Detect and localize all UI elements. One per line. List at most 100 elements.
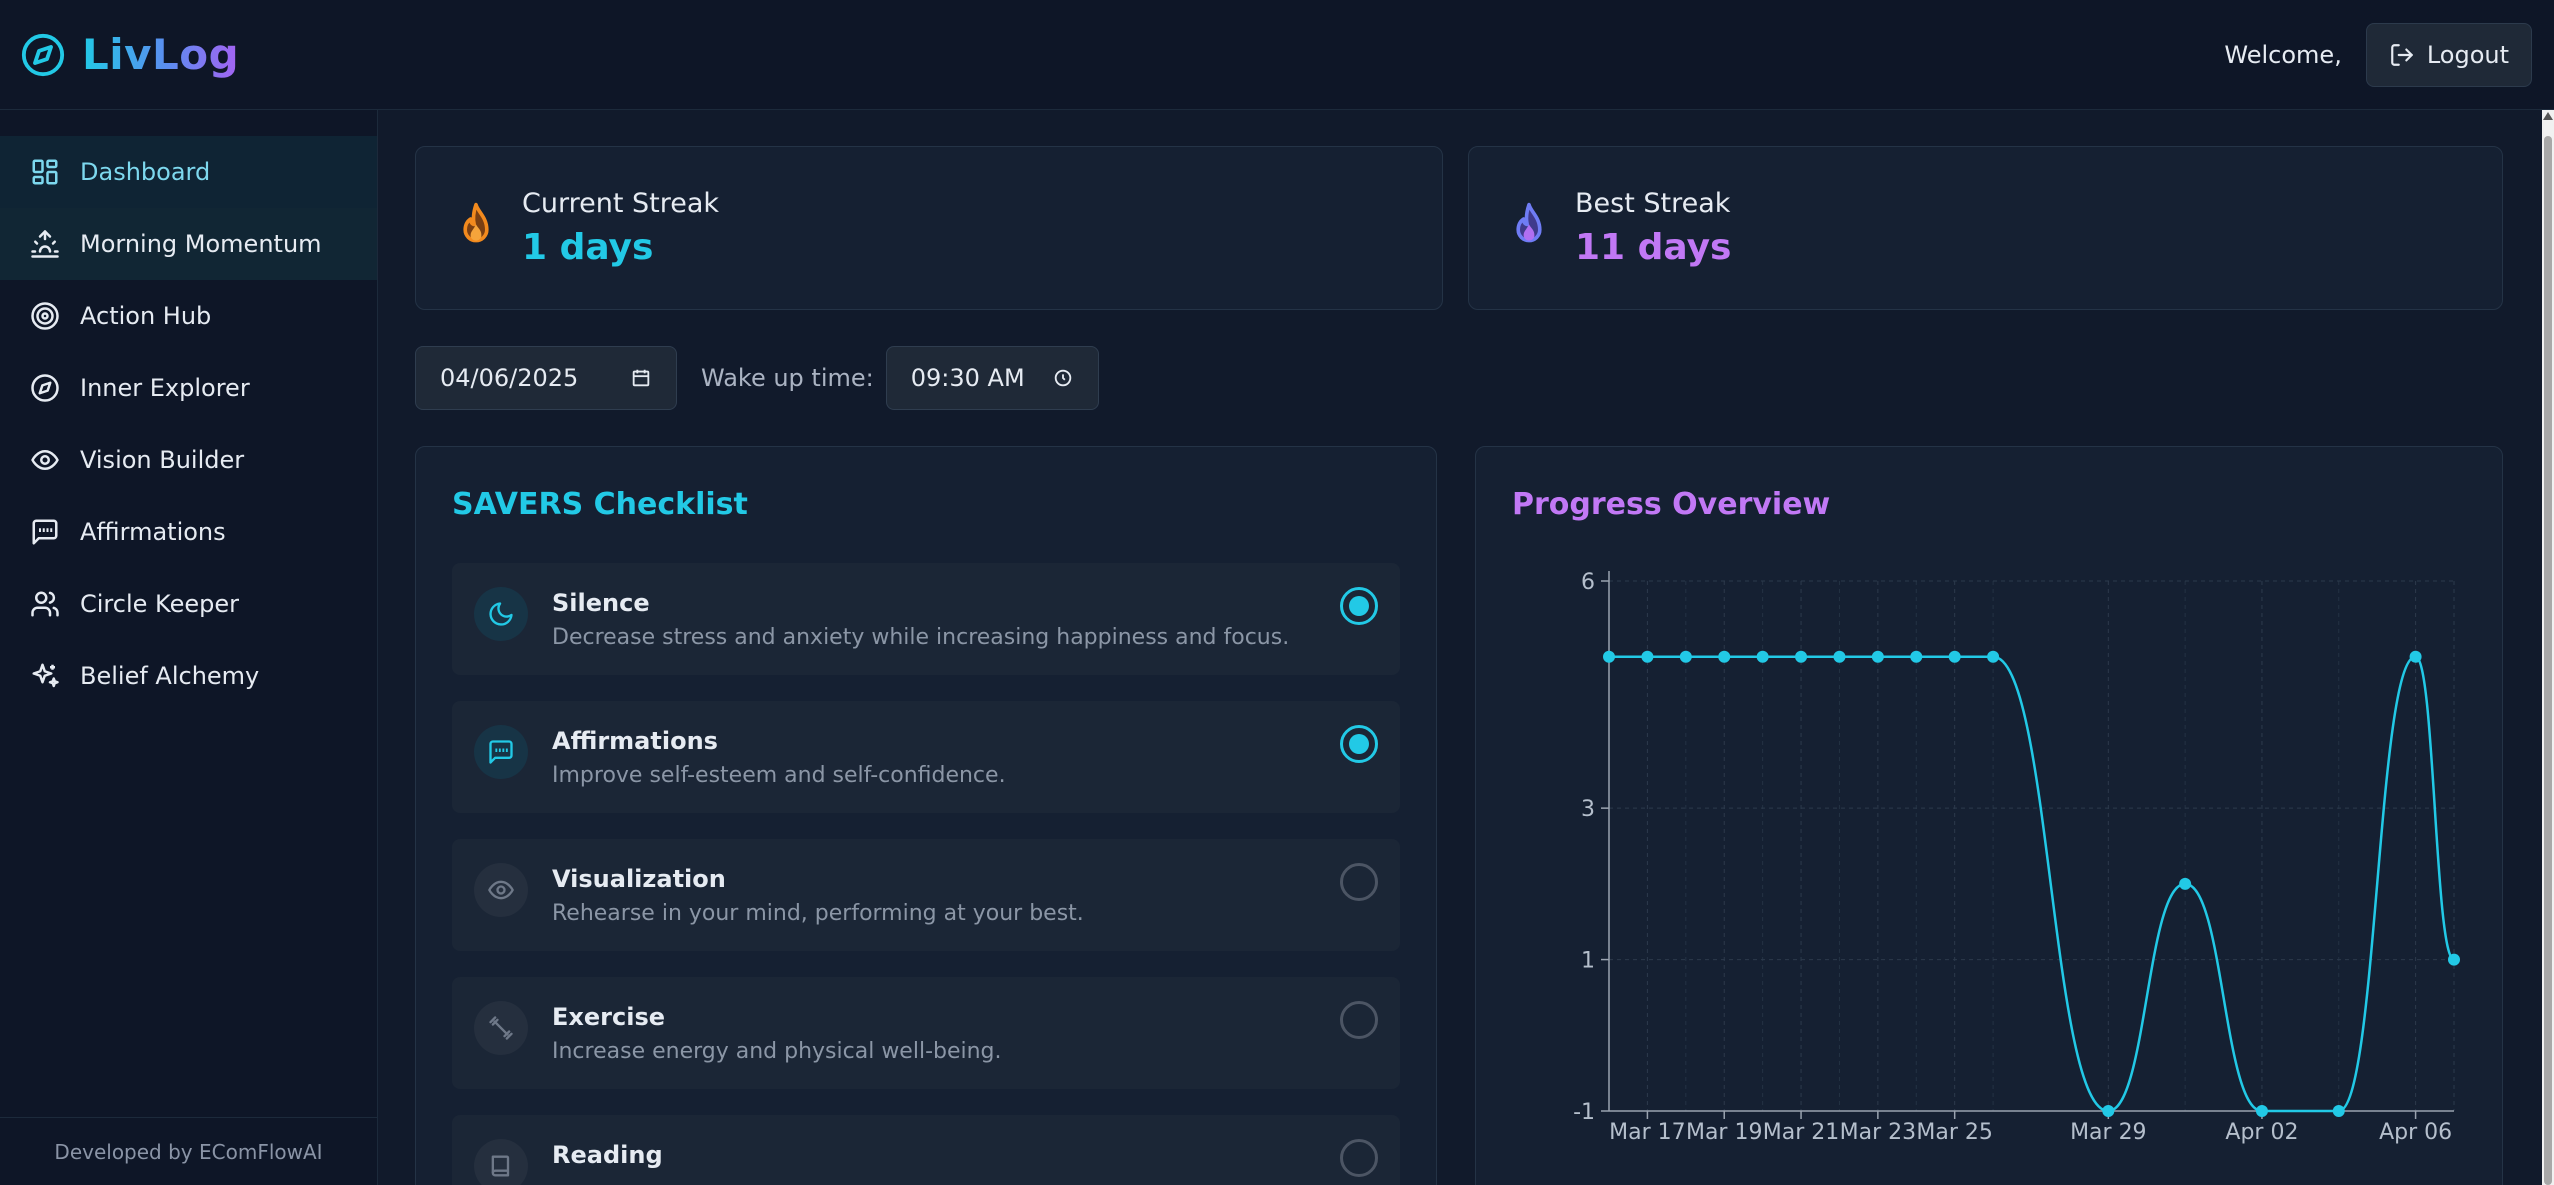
- data-point: [1756, 650, 1769, 663]
- wake-up-label: Wake up time:: [701, 364, 874, 392]
- flame-icon: [1516, 202, 1542, 243]
- clock-icon[interactable]: [1052, 367, 1074, 389]
- checklist-item-title: Silence: [552, 589, 650, 617]
- sidebar-item-label: Inner Explorer: [80, 374, 250, 402]
- scrollbar[interactable]: [2542, 110, 2554, 1185]
- data-point: [1603, 650, 1615, 663]
- data-point: [2448, 953, 2460, 966]
- checklist-item-title: Affirmations: [552, 727, 718, 755]
- sidebar-item-dashboard[interactable]: Dashboard: [0, 136, 377, 208]
- eye-icon: [31, 450, 59, 470]
- checklist-item-silence[interactable]: Silence Decrease stress and anxiety whil…: [452, 563, 1400, 675]
- best-streak-card: Best Streak 11 days: [1468, 146, 2503, 310]
- data-point: [1871, 650, 1884, 663]
- data-point: [2409, 650, 2422, 663]
- compass-icon: [21, 33, 65, 76]
- calendar-icon[interactable]: [630, 367, 652, 389]
- sparkles-icon: [32, 663, 59, 688]
- current-streak-card: Current Streak 1 days: [415, 146, 1443, 310]
- ci-icon-wrap: [474, 587, 528, 641]
- checklist-item-title: Visualization: [552, 865, 726, 893]
- sidebar-item-action-hub[interactable]: Action Hub: [0, 280, 377, 352]
- brand[interactable]: LivLog: [20, 30, 239, 79]
- best-streak-value: 11 days: [1575, 227, 1732, 268]
- wake-time-input[interactable]: 09:30 AM: [885, 346, 1099, 410]
- sidebar-item-morning-momentum[interactable]: Morning Momentum: [0, 208, 377, 280]
- scroll-thumb[interactable]: [2544, 136, 2552, 1185]
- time-value: 09:30 AM: [910, 364, 1025, 392]
- sidebar-item-inner-explorer[interactable]: Inner Explorer: [0, 352, 377, 424]
- checklist-radio[interactable]: [1340, 725, 1378, 763]
- data-point: [1679, 650, 1692, 663]
- day-controls: 04/06/2025 Wake up time: 09:30 AM: [415, 346, 1099, 410]
- ci-icon-wrap: [474, 863, 528, 917]
- ci-icon-wrap: [474, 1139, 528, 1185]
- y-tick-label: -1: [1573, 1100, 1595, 1125]
- checklist-item-exercise[interactable]: Exercise Increase energy and physical we…: [452, 977, 1400, 1089]
- checklist-item-desc: Improve self-esteem and self-confidence.: [552, 763, 1006, 788]
- data-point: [2255, 1105, 2268, 1117]
- data-point: [1833, 650, 1846, 663]
- sidebar: Dashboard Morning Momentum Action Hub In…: [0, 110, 378, 1185]
- checklist-item-affirmations[interactable]: Affirmations Improve self-esteem and sel…: [452, 701, 1400, 813]
- sidebar-nav: Dashboard Morning Momentum Action Hub In…: [0, 110, 377, 712]
- date-value: 04/06/2025: [440, 364, 579, 392]
- message-quote-icon: [489, 740, 513, 764]
- sunrise-icon: [31, 230, 59, 258]
- sidebar-item-vision-builder[interactable]: Vision Builder: [0, 424, 377, 496]
- current-streak-value: 1 days: [522, 227, 654, 268]
- dumbbell-icon: [489, 1016, 513, 1040]
- scroll-up-arrow[interactable]: [2543, 112, 2553, 120]
- data-point: [2332, 1105, 2345, 1117]
- eye-icon: [488, 880, 514, 900]
- sidebar-item-belief-alchemy[interactable]: Belief Alchemy: [0, 640, 377, 712]
- logout-button[interactable]: Logout: [2365, 22, 2532, 87]
- top-bar: LivLog Welcome, Logout: [0, 0, 2554, 110]
- users-icon: [31, 591, 59, 617]
- progress-chart: -1 1 3 6 Mar 17 Mar 19 Mar 21 Mar 23 Mar 25 Mar 2…: [1573, 570, 2460, 1145]
- checklist-title: SAVERS Checklist: [452, 487, 748, 522]
- checklist-radio[interactable]: [1340, 587, 1378, 625]
- welcome-text: Welcome,: [2224, 40, 2342, 69]
- sidebar-footer: Developed by EComFlowAI: [0, 1117, 377, 1185]
- data-point: [1987, 650, 2000, 663]
- x-tick-label: Mar 17: [1609, 1120, 1686, 1145]
- target-icon: [31, 302, 59, 330]
- series-line: [1608, 655, 2456, 1113]
- moon-icon: [489, 602, 513, 626]
- x-tick-label: Mar 29: [2070, 1120, 2147, 1145]
- flame-icon: [463, 202, 489, 243]
- checklist-item-desc: Increase energy and physical well-being.: [552, 1039, 1002, 1064]
- app-name: LivLog: [82, 30, 240, 79]
- data-point: [1948, 650, 1961, 663]
- y-tick-label: 1: [1581, 949, 1595, 974]
- x-tick-label: Mar 23: [1840, 1120, 1917, 1145]
- checklist-item-visualization[interactable]: Visualization Rehearse in your mind, per…: [452, 839, 1400, 951]
- checklist-item-reading[interactable]: Reading: [452, 1115, 1400, 1185]
- logout-icon: [2390, 43, 2413, 66]
- sidebar-item-affirmations[interactable]: Affirmations: [0, 496, 377, 568]
- checklist-radio[interactable]: [1340, 1139, 1378, 1177]
- checklist-item-desc: Decrease stress and anxiety while increa…: [552, 625, 1290, 650]
- sidebar-item-label: Belief Alchemy: [80, 662, 260, 690]
- y-tick-label: 6: [1581, 570, 1595, 595]
- user-area: Welcome, Logout: [2224, 22, 2532, 87]
- ci-icon-wrap: [474, 725, 528, 779]
- sidebar-item-label: Vision Builder: [80, 446, 245, 474]
- sidebar-item-circle-keeper[interactable]: Circle Keeper: [0, 568, 377, 640]
- ci-icon-wrap: [474, 1001, 528, 1055]
- checklist-item-title: Exercise: [552, 1003, 666, 1031]
- checklist-radio[interactable]: [1340, 1001, 1378, 1039]
- sidebar-item-label: Dashboard: [80, 158, 211, 186]
- x-tick-label: Mar 21: [1763, 1120, 1840, 1145]
- date-input[interactable]: 04/06/2025: [415, 346, 677, 410]
- dashboard-icon: [32, 159, 58, 185]
- x-tick-label: Mar 19: [1686, 1120, 1763, 1145]
- data-point: [1910, 650, 1923, 663]
- y-tick-label: 3: [1581, 797, 1595, 822]
- compass-icon: [31, 374, 59, 402]
- checklist-radio[interactable]: [1340, 863, 1378, 901]
- data-point: [1795, 650, 1808, 663]
- checklist-item-desc: Rehearse in your mind, performing at you…: [552, 901, 1084, 926]
- data-point: [1641, 650, 1654, 663]
